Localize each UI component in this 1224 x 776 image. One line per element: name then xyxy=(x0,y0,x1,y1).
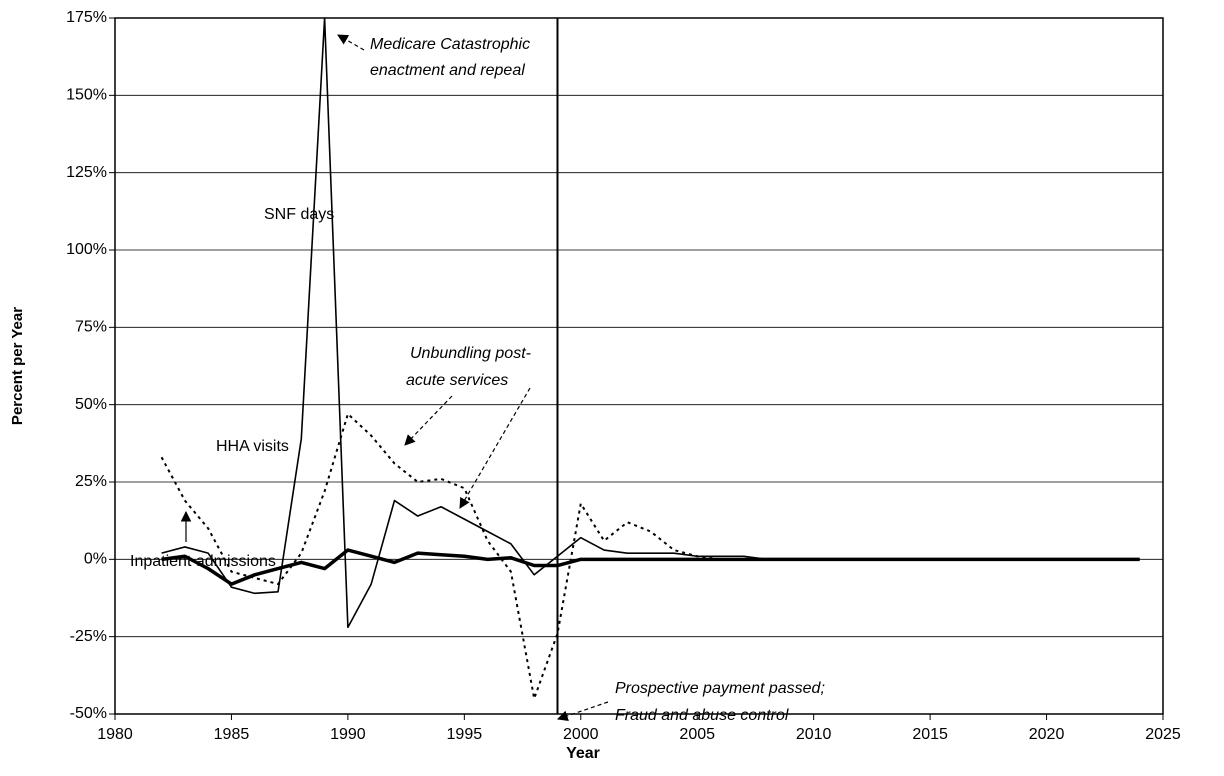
annotation: acute services xyxy=(406,372,508,389)
series-line xyxy=(161,548,1140,586)
y-axis-label: Percent per Year xyxy=(9,307,26,425)
plot-border xyxy=(114,17,1164,715)
y-tick-label: 75% xyxy=(75,319,107,336)
plot-area xyxy=(115,18,1163,714)
series-label: SNF days xyxy=(264,206,334,223)
x-tick-label: 2015 xyxy=(912,726,948,743)
annotation: Unbundling post- xyxy=(410,345,531,362)
x-tick-label: 2005 xyxy=(679,726,715,743)
y-tick-label: 100% xyxy=(66,241,107,258)
series-label: HHA visits xyxy=(216,438,289,455)
x-tick-label: 2020 xyxy=(1029,726,1065,743)
y-tick-label: 25% xyxy=(75,473,107,490)
arrow xyxy=(556,701,609,721)
y-tick-label: 125% xyxy=(66,164,107,181)
arrows xyxy=(180,34,609,721)
y-tick-label: -25% xyxy=(70,628,107,645)
arrow xyxy=(337,34,365,51)
x-tick-label: 2010 xyxy=(796,726,832,743)
arrow xyxy=(404,395,453,446)
x-tick-label: 1980 xyxy=(97,726,133,743)
annotation: Fraud and abuse control xyxy=(615,707,789,724)
arrow xyxy=(459,387,531,509)
x-tick-label: 2000 xyxy=(563,726,599,743)
annotation: enactment and repeal xyxy=(370,62,525,79)
annotation: Prospective payment passed; xyxy=(615,680,825,697)
x-tick-label: 1985 xyxy=(214,726,250,743)
x-tick-label: 1990 xyxy=(330,726,366,743)
y-tick-label: 0% xyxy=(84,551,107,568)
y-tick-label: 150% xyxy=(66,87,107,104)
x-tick-label: 2025 xyxy=(1145,726,1181,743)
y-tick-label: 50% xyxy=(75,396,107,413)
y-tick-label: 175% xyxy=(66,9,107,26)
annotation: Medicare Catastrophic xyxy=(370,36,530,53)
x-axis-label: Year xyxy=(566,745,600,762)
y-tick-label: -50% xyxy=(70,705,107,722)
x-tick-label: 1995 xyxy=(447,726,483,743)
series-label: Inpatient admissions xyxy=(130,553,276,570)
